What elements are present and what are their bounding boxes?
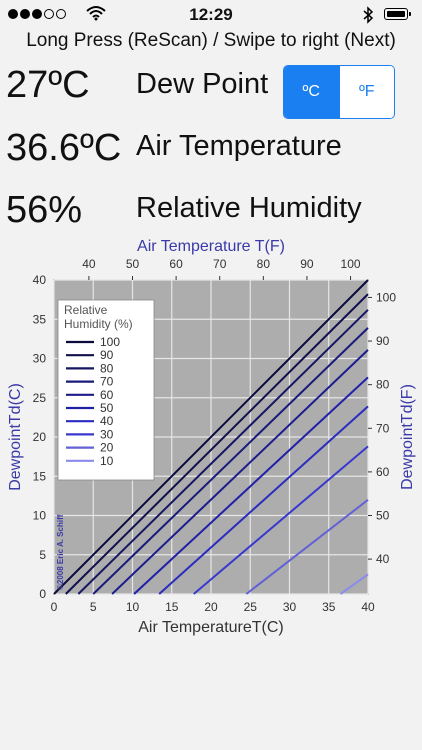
top-tick-label: 80: [257, 257, 271, 271]
air-temperature-label: Air Temperature: [136, 130, 342, 162]
wifi-icon: [86, 6, 106, 21]
right-tick-label: 90: [376, 334, 390, 348]
legend-title-line1: Relative: [64, 303, 108, 317]
bluetooth-icon: [363, 6, 374, 24]
rh-line-40: [158, 405, 369, 595]
relative-humidity-label: Relative Humidity: [136, 192, 362, 224]
relative-humidity-value: 56%: [6, 189, 83, 231]
top-tick-label: 100: [341, 257, 361, 271]
x-tick-label: 5: [90, 600, 97, 614]
legend-label-50: 50: [100, 401, 114, 415]
fahrenheit-button[interactable]: ºF: [338, 66, 394, 118]
x-tick-label: 25: [244, 600, 258, 614]
legend-label-60: 60: [100, 388, 114, 402]
right-axis-label: DewpointTd(F): [399, 384, 416, 490]
y-tick-label: 15: [33, 469, 47, 483]
air-temperature-value: 36.6ºC: [6, 127, 122, 169]
right-tick-label: 50: [376, 509, 390, 523]
rh-line-30: [193, 445, 369, 595]
rh-line-90: [65, 293, 369, 595]
top-tick-label: 50: [126, 257, 140, 271]
top-tick-label: 90: [300, 257, 314, 271]
x-tick-label: 35: [322, 600, 336, 614]
copyright-annotation: ©2008 Eric A. Schiff: [56, 514, 65, 590]
x-tick-label: 40: [361, 600, 375, 614]
legend-label-100: 100: [100, 335, 120, 349]
status-bar: 12:29: [0, 0, 422, 30]
rh-line-70: [92, 327, 369, 595]
legend-label-80: 80: [100, 361, 114, 375]
signal-strength-icon: [8, 9, 66, 19]
dew-point-label: Dew Point: [136, 68, 269, 100]
y-tick-label: 40: [33, 273, 47, 287]
y-tick-label: 35: [33, 312, 47, 326]
x-axis-label: Air TemperatureT(C): [138, 619, 284, 636]
celsius-button[interactable]: ºC: [284, 66, 339, 118]
right-tick-label: 70: [376, 421, 390, 435]
top-tick-label: 70: [213, 257, 227, 271]
x-tick-label: 30: [283, 600, 297, 614]
right-tick-label: 80: [376, 378, 390, 392]
x-tick-label: 15: [165, 600, 179, 614]
top-tick-label: 40: [82, 257, 96, 271]
y-axis-label: DewpointTd(C): [7, 383, 24, 491]
legend-label-20: 20: [100, 441, 114, 455]
x-tick-label: 0: [51, 600, 58, 614]
right-tick-label: 100: [376, 290, 396, 304]
rh-line-10: [339, 573, 369, 595]
y-tick-label: 5: [39, 548, 46, 562]
unit-toggle[interactable]: ºC ºF: [283, 65, 395, 119]
dew-point-value: 27ºC: [6, 64, 90, 106]
y-tick-label: 10: [33, 509, 47, 523]
rh-line-50: [133, 376, 369, 595]
legend-label-10: 10: [100, 454, 114, 468]
top-tick-label: 60: [169, 257, 183, 271]
legend-label-90: 90: [100, 348, 114, 362]
y-tick-label: 0: [39, 587, 46, 601]
legend-label-30: 30: [100, 427, 114, 441]
legend-label-40: 40: [100, 414, 114, 428]
top-axis-label: Air Temperature T(F): [137, 238, 285, 255]
battery-icon: [384, 8, 411, 20]
x-tick-label: 10: [126, 600, 140, 614]
legend-box: [57, 299, 155, 481]
rh-line-20: [245, 499, 369, 595]
y-tick-label: 25: [33, 391, 47, 405]
right-tick-label: 40: [376, 552, 390, 566]
y-tick-label: 20: [33, 430, 47, 444]
legend-title-line2: Humidity (%): [64, 317, 133, 331]
rh-line-100: [53, 279, 369, 595]
x-tick-label: 20: [204, 600, 218, 614]
status-time: 12:29: [189, 5, 233, 24]
rh-line-60: [111, 349, 369, 595]
gesture-instructions: Long Press (ReScan) / Swipe to right (Ne…: [26, 30, 396, 51]
y-tick-label: 30: [33, 352, 47, 366]
right-tick-label: 60: [376, 465, 390, 479]
legend-label-70: 70: [100, 375, 114, 389]
rh-line-80: [77, 309, 369, 595]
